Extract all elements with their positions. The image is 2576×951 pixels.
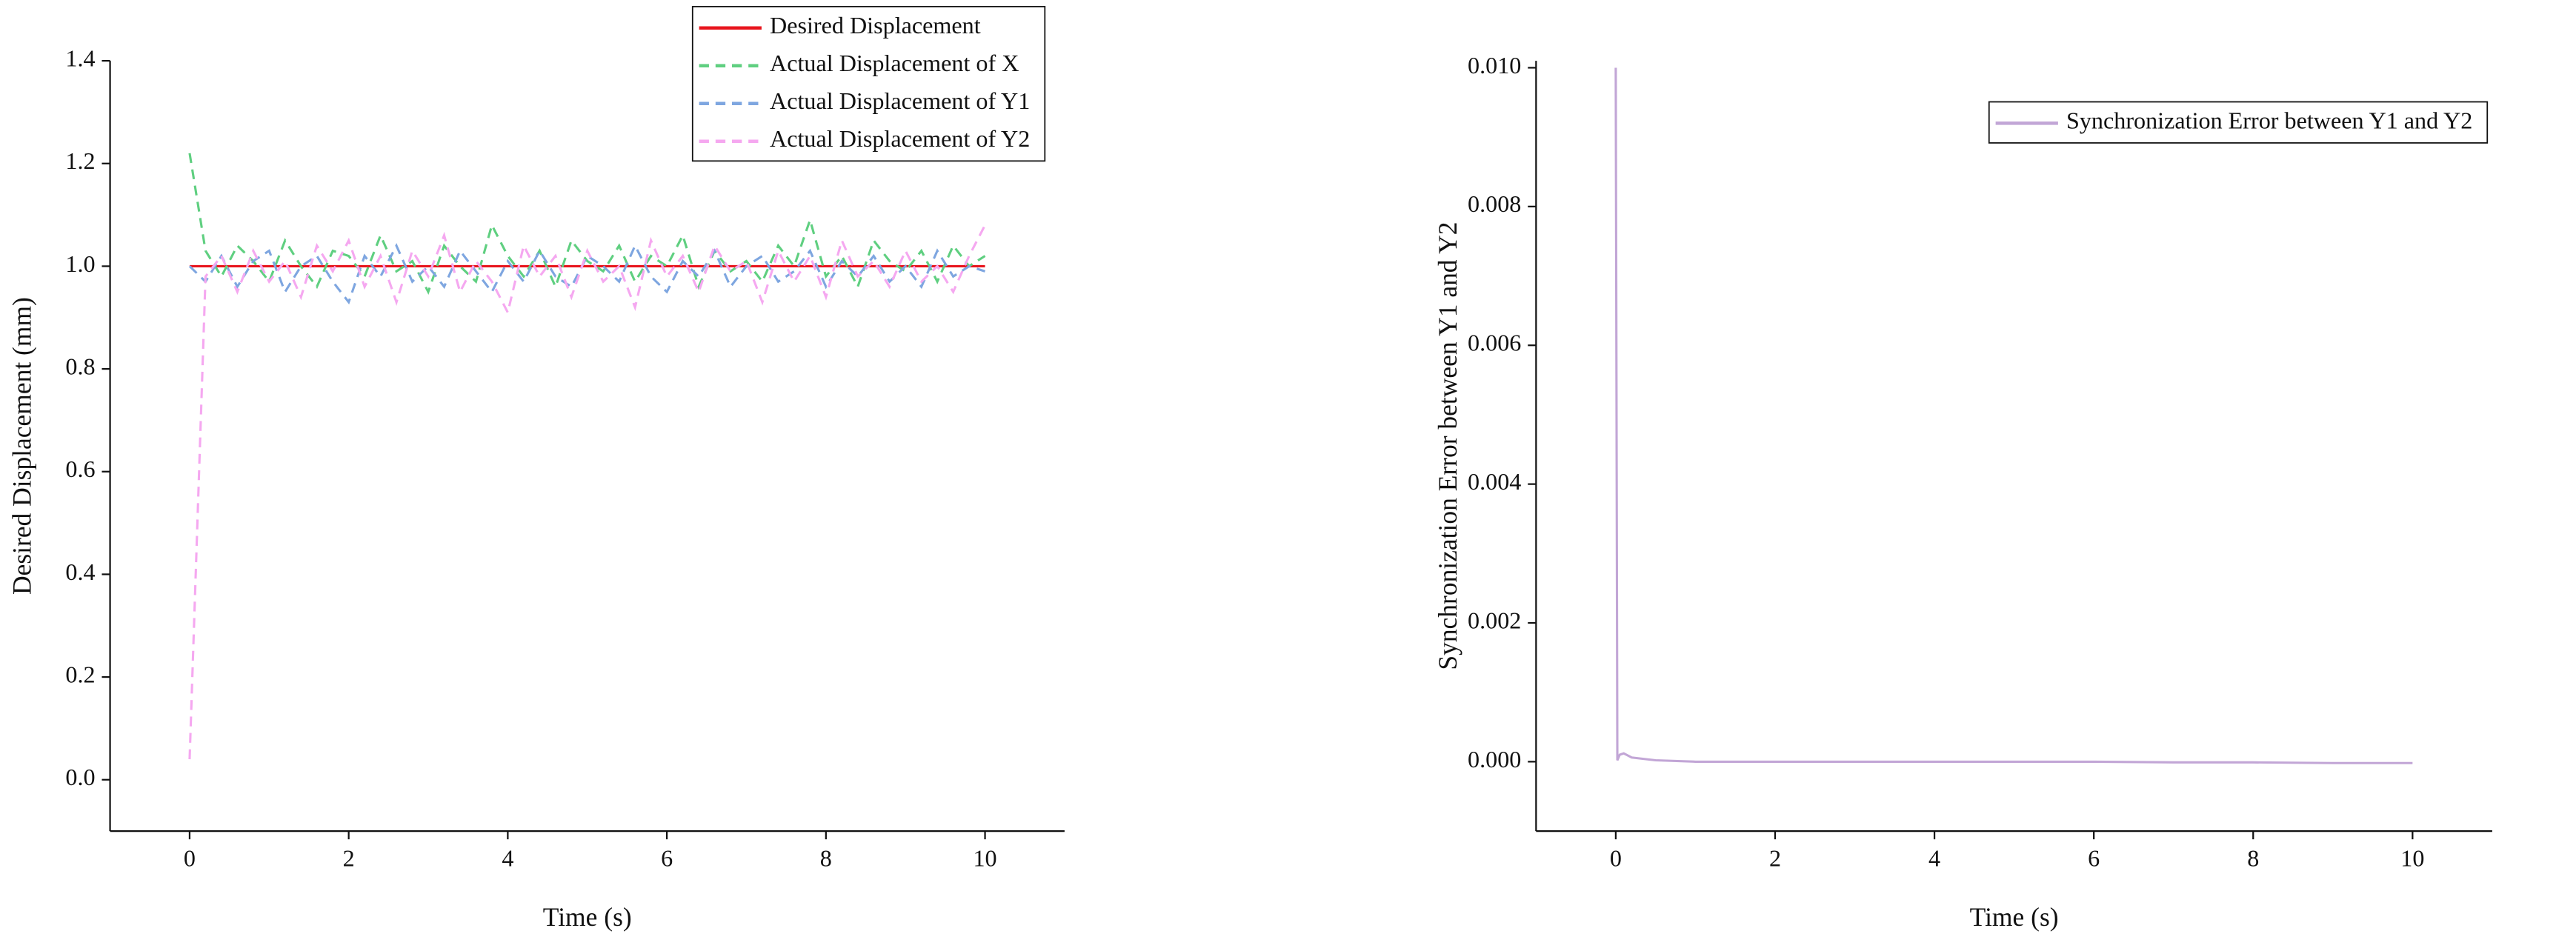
y-tick-label: 0.002 <box>1468 607 1521 633</box>
x-tick-label: 2 <box>1769 844 1781 871</box>
series-line <box>188 224 986 760</box>
x-tick-label: 10 <box>2400 844 2424 871</box>
y-tick-label: 0.2 <box>65 661 95 687</box>
series-line <box>1614 67 2413 764</box>
x-tick-label: 0 <box>184 844 196 871</box>
series-line <box>188 243 986 305</box>
y-tick-label: 0.8 <box>65 353 95 379</box>
x-axis-label: Time (s) <box>543 902 632 932</box>
y-tick-label: 1.0 <box>65 250 95 277</box>
y-axis-label: Desired Displacement (mm) <box>7 297 36 595</box>
x-tick-label: 6 <box>2088 844 2100 871</box>
legend-label: Actual Displacement of Y1 <box>770 87 1030 114</box>
x-tick-label: 10 <box>973 844 996 871</box>
x-tick-label: 2 <box>343 844 355 871</box>
series-line <box>188 153 986 296</box>
y-axis-label: Synchronization Error between Y1 and Y2 <box>1433 222 1462 670</box>
x-tick-label: 8 <box>820 844 832 871</box>
x-tick-label: 6 <box>661 844 673 871</box>
legend-label: Actual Displacement of X <box>770 50 1019 76</box>
y-tick-label: 1.4 <box>65 44 95 71</box>
y-tick-label: 0.4 <box>65 558 95 585</box>
legend-box <box>691 6 1046 162</box>
y-tick-label: 1.2 <box>65 147 95 174</box>
legend-label: Actual Displacement of Y2 <box>770 125 1030 152</box>
legend-label: Desired Displacement <box>770 12 981 39</box>
x-tick-label: 4 <box>502 844 513 871</box>
x-tick-label: 8 <box>2247 844 2259 871</box>
y-tick-label: 0.0 <box>65 764 95 790</box>
x-axis-label: Time (s) <box>1970 902 2059 932</box>
y-tick-label: 0.004 <box>1468 468 1521 495</box>
x-tick-label: 0 <box>1610 844 1622 871</box>
y-tick-label: 0.006 <box>1468 330 1521 356</box>
legend-label: Synchronization Error between Y1 and Y2 <box>2066 107 2472 134</box>
y-tick-label: 0.6 <box>65 456 95 482</box>
y-tick-label: 0.000 <box>1468 746 1521 773</box>
y-tick-label: 0.008 <box>1468 190 1521 217</box>
y-tick-label: 0.010 <box>1468 52 1521 79</box>
legend-box <box>1988 101 2489 144</box>
x-tick-label: 4 <box>1928 844 1940 871</box>
